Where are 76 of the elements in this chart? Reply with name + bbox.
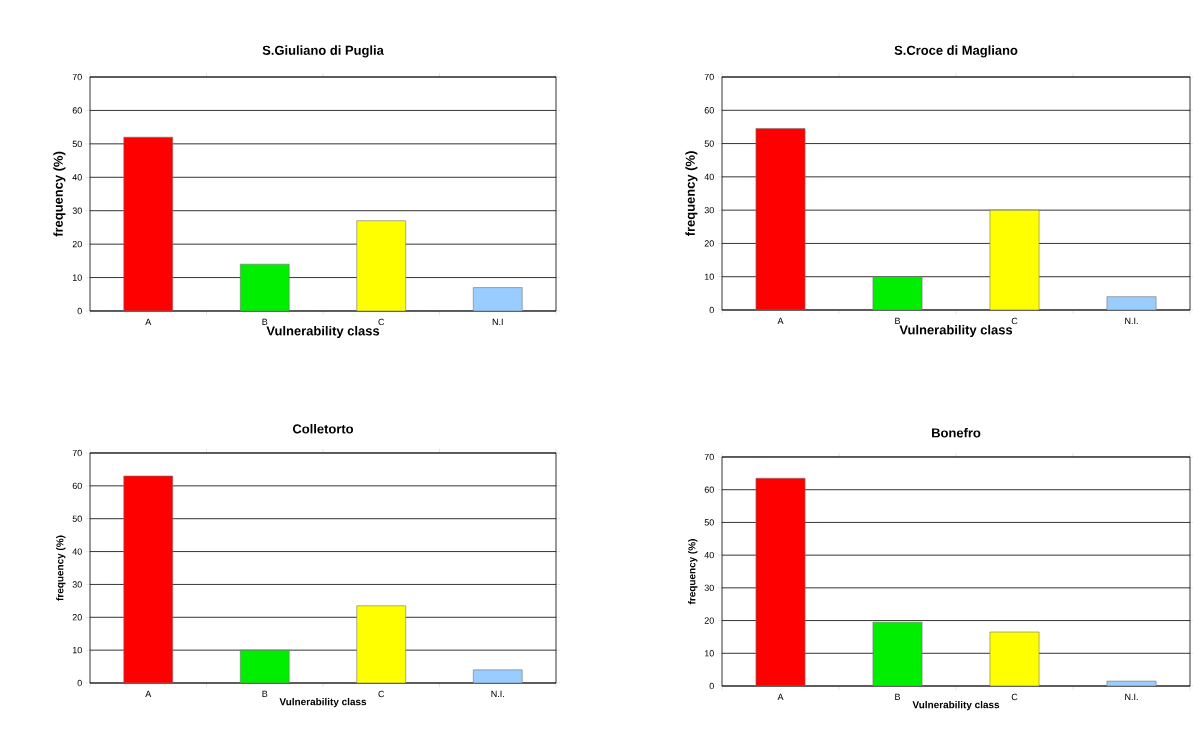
y-axis-title: frequency (%) bbox=[688, 539, 698, 605]
x-tick-label: B bbox=[262, 318, 268, 325]
y-tick-label: 60 bbox=[704, 486, 714, 493]
y-tick-label: 10 bbox=[704, 650, 714, 657]
y-tick-label: 20 bbox=[704, 617, 714, 624]
y-tick-label: 30 bbox=[72, 581, 82, 588]
y-tick-label: 10 bbox=[704, 273, 714, 280]
x-tick-label: B bbox=[262, 690, 268, 697]
bar bbox=[472, 287, 523, 312]
y-tick-label: 50 bbox=[72, 140, 82, 148]
chart-title: S.Croce di Magliano bbox=[894, 45, 1018, 58]
chart-title: Colletorto bbox=[292, 423, 354, 434]
bar bbox=[1106, 680, 1157, 687]
y-axis-title: frequency (%) bbox=[685, 151, 698, 237]
y-tick-label: 40 bbox=[704, 173, 714, 181]
y-tick-label: 70 bbox=[704, 453, 714, 461]
y-axis-title: frequency (%) bbox=[53, 151, 66, 237]
x-tick-label: N.I bbox=[492, 318, 503, 325]
x-tick-label: B bbox=[895, 317, 901, 324]
bar bbox=[872, 276, 923, 311]
x-tick-label: A bbox=[145, 690, 152, 697]
x-axis-title: Vulnerability class bbox=[899, 324, 1013, 338]
y-tick-label: 70 bbox=[72, 73, 82, 81]
y-tick-label: 20 bbox=[72, 614, 82, 621]
bar bbox=[123, 475, 174, 684]
x-axis-title: Vulnerability class bbox=[266, 325, 380, 339]
y-tick-label: 20 bbox=[704, 240, 714, 247]
y-tick-label: 70 bbox=[72, 449, 82, 457]
bar bbox=[239, 649, 290, 684]
x-axis-title: Vulnerability class bbox=[279, 697, 367, 708]
bar bbox=[356, 605, 407, 684]
x-tick-label: C bbox=[378, 318, 385, 326]
y-tick-label: 50 bbox=[704, 519, 714, 526]
x-tick-label: C bbox=[1011, 317, 1018, 325]
chart-title: S.Giuliano di Puglia bbox=[262, 45, 384, 58]
bar bbox=[872, 621, 923, 687]
x-tick-label: A bbox=[777, 693, 784, 700]
y-tick-label: 0 bbox=[77, 307, 82, 315]
x-tick-label: B bbox=[895, 693, 901, 700]
bar bbox=[356, 220, 407, 312]
y-tick-label: 0 bbox=[709, 682, 714, 690]
y-tick-label: 30 bbox=[704, 584, 714, 592]
y-tick-label: 50 bbox=[704, 140, 714, 147]
bar bbox=[755, 477, 806, 687]
y-tick-label: 0 bbox=[77, 679, 82, 687]
x-tick-label: N.I. bbox=[491, 690, 504, 697]
y-tick-label: 30 bbox=[72, 207, 82, 214]
y-tick-label: 30 bbox=[704, 206, 714, 214]
bar bbox=[989, 209, 1040, 311]
y-tick-label: 50 bbox=[72, 515, 82, 522]
bar bbox=[472, 669, 523, 684]
y-axis-title: frequency (%) bbox=[56, 535, 66, 601]
y-tick-label: 60 bbox=[704, 107, 714, 114]
bar bbox=[755, 128, 806, 311]
y-tick-label: 20 bbox=[72, 240, 82, 248]
y-tick-label: 10 bbox=[72, 646, 82, 654]
y-tick-label: 40 bbox=[72, 174, 82, 181]
y-tick-label: 40 bbox=[704, 551, 714, 559]
y-tick-label: 70 bbox=[704, 73, 714, 81]
y-tick-label: 40 bbox=[72, 548, 82, 555]
x-axis-title: Vulnerability class bbox=[912, 700, 1000, 711]
bar bbox=[239, 263, 290, 312]
chart-title: Bonefro bbox=[932, 427, 981, 438]
bar bbox=[1106, 296, 1157, 311]
x-tick-label: C bbox=[378, 690, 385, 698]
y-tick-label: 60 bbox=[72, 482, 82, 490]
y-tick-label: 10 bbox=[72, 274, 82, 281]
y-tick-label: 0 bbox=[709, 306, 714, 314]
x-tick-label: A bbox=[777, 317, 784, 324]
bar bbox=[123, 136, 174, 312]
bar bbox=[989, 631, 1040, 687]
x-tick-label: N.I. bbox=[1125, 317, 1138, 324]
y-tick-label: 60 bbox=[72, 107, 82, 114]
x-tick-label: A bbox=[145, 318, 152, 325]
x-tick-label: C bbox=[1011, 693, 1018, 701]
x-tick-label: N.I. bbox=[1125, 693, 1138, 700]
